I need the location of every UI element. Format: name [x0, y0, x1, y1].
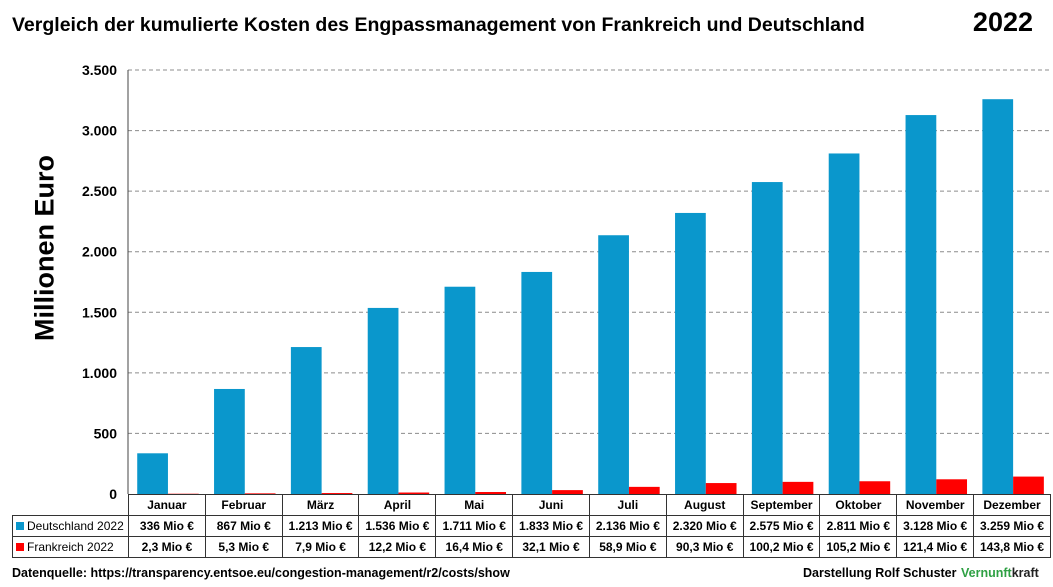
bar-frankreich [936, 479, 968, 494]
brand-part-2: kraft [1011, 566, 1039, 580]
value-deutschland: 3.128 Mio € [896, 515, 975, 537]
value-deutschland: 2.320 Mio € [665, 515, 744, 537]
y-tick-label: 3.000 [82, 123, 117, 139]
legend-swatch-deutschland [16, 522, 24, 530]
x-tick-label: November [896, 494, 975, 516]
legend-swatch-frankreich [16, 543, 24, 551]
bar-deutschland [444, 286, 476, 494]
bar-frankreich [398, 492, 430, 494]
bar-frankreich [321, 493, 353, 494]
y-tick-label: 500 [94, 425, 118, 441]
legend-frankreich: Frankreich 2022 [12, 536, 129, 558]
bar-deutschland [982, 99, 1014, 494]
value-frankreich: 32,1 Mio € [512, 536, 590, 558]
bar-frankreich [244, 493, 276, 494]
value-frankreich: 2,3 Mio € [128, 536, 206, 558]
x-tick-label: Juni [512, 494, 590, 516]
value-frankreich: 105,2 Mio € [819, 536, 898, 558]
value-frankreich: 143,8 Mio € [973, 536, 1051, 558]
value-deutschland: 2.575 Mio € [742, 515, 821, 537]
bar-deutschland [598, 235, 629, 494]
y-tick-label: 0 [109, 486, 117, 500]
value-frankreich: 12,2 Mio € [358, 536, 437, 558]
x-tick-label: September [742, 494, 821, 516]
value-frankreich: 7,9 Mio € [281, 536, 360, 558]
value-frankreich: 121,4 Mio € [896, 536, 975, 558]
x-tick-label: August [665, 494, 744, 516]
x-tick-label: Juli [588, 494, 667, 516]
legend-label-frankreich: Frankreich 2022 [27, 540, 114, 554]
x-tick-label: Mai [435, 494, 514, 516]
x-tick-label: Dezember [973, 494, 1051, 516]
bar-chart: 0 500 1.000 1.500 2.000 2.500 3.000 3.500 [82, 62, 1050, 500]
y-tick-label: 2.500 [82, 183, 117, 199]
bar-frankreich [167, 493, 199, 495]
bar-frankreich [552, 490, 583, 494]
table-header-row: Januar Februar März April Mai Juni Juli August S… [13, 494, 1051, 516]
bar-deutschland [290, 347, 322, 494]
legend-deutschland: Deutschland 2022 [12, 515, 129, 537]
value-deutschland: 1.833 Mio € [512, 515, 590, 537]
brand-part-1: Vernunft [961, 566, 1012, 580]
value-deutschland: 1.213 Mio € [281, 515, 360, 537]
value-deutschland: 2.811 Mio € [819, 515, 898, 537]
bar-deutschland [905, 115, 937, 495]
value-deutschland: 2.136 Mio € [588, 515, 667, 537]
legend-label-deutschland: Deutschland 2022 [27, 519, 124, 533]
data-table: Januar Februar März April Mai Juni Juli August S… [12, 494, 1051, 558]
value-frankreich: 58,9 Mio € [588, 536, 667, 558]
chart-title: Vergleich der kumulierte Kosten des Engp… [12, 14, 865, 36]
bar-deutschland [367, 307, 399, 494]
x-tick-label: März [281, 494, 360, 516]
y-tick-label: 1.500 [82, 304, 117, 320]
bar-deutschland [675, 212, 706, 494]
value-deutschland: 1.536 Mio € [358, 515, 437, 537]
bar-frankreich [1013, 476, 1044, 494]
bar-deutschland [521, 271, 553, 494]
bar-deutschland [137, 453, 168, 494]
value-frankreich: 90,3 Mio € [665, 536, 744, 558]
bar-frankreich [782, 481, 814, 494]
brand-logo-text: Vernunftkraft [961, 566, 1039, 580]
bar-deutschland [828, 153, 860, 495]
value-deutschland: 3.259 Mio € [973, 515, 1051, 537]
bar-frankreich [475, 492, 507, 494]
bar-deutschland [214, 388, 245, 494]
table-row-deutschland: Deutschland 2022 336 Mio €867 Mio €1.213… [12, 515, 1051, 537]
value-frankreich: 100,2 Mio € [742, 536, 821, 558]
x-tick-label: Oktober [819, 494, 898, 516]
bar-frankreich [859, 481, 891, 494]
bar-frankreich [705, 483, 737, 494]
x-tick-label: Januar [128, 494, 206, 516]
y-tick-label: 2.000 [82, 244, 117, 260]
table-row-frankreich: Frankreich 2022 2,3 Mio €5,3 Mio €7,9 Mi… [12, 536, 1051, 558]
bar-frankreich [628, 486, 660, 494]
table-corner [13, 495, 129, 516]
value-deutschland: 867 Mio € [204, 515, 283, 537]
x-tick-label: April [358, 494, 437, 516]
bar-deutschland [751, 182, 783, 495]
value-deutschland: 336 Mio € [128, 515, 206, 537]
data-source: Datenquelle: https://transparency.entsoe… [12, 566, 510, 580]
value-deutschland: 1.711 Mio € [435, 515, 514, 537]
y-tick-label: 1.000 [82, 365, 117, 381]
credit-text: Darstellung Rolf Schuster [803, 566, 957, 580]
x-tick-label: Februar [204, 494, 283, 516]
value-frankreich: 16,4 Mio € [435, 536, 514, 558]
y-tick-label: 3.500 [82, 62, 117, 78]
chart-year: 2022 [972, 7, 1033, 37]
value-frankreich: 5,3 Mio € [204, 536, 283, 558]
